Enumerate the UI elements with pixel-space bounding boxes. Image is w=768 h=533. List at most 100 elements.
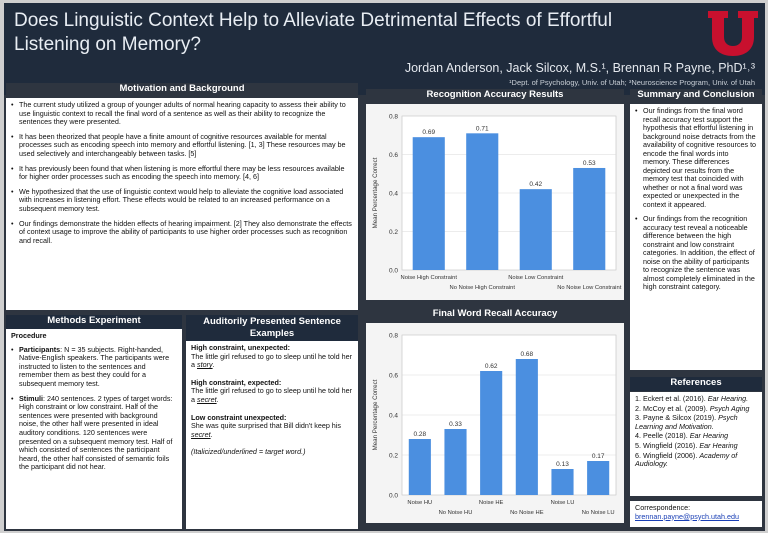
poster-title: Does Linguistic Context Help to Alleviat…	[14, 9, 694, 57]
y-tick-label: 0.4	[389, 413, 398, 420]
reference-item: 4. Peelle (2018). Ear Hearing	[635, 431, 729, 441]
authors: Jordan Anderson, Jack Silcox, M.S.¹, Bre…	[404, 61, 755, 75]
y-tick-label: 0.2	[389, 229, 398, 236]
methods-list: Participants: N = 35 subjects. Right-han…	[11, 344, 177, 472]
x-tick-label: No Noise HU	[439, 510, 473, 516]
title-line-2: Listening on Memory?	[14, 34, 201, 55]
motivation-item: It has been theorized that people have a…	[11, 132, 353, 159]
example-item: High constraint, expected: The little gir…	[191, 377, 353, 405]
bar	[444, 429, 467, 495]
bar	[519, 189, 552, 270]
examples-heading: Auditorily Presented Sentence Examples	[186, 315, 358, 341]
y-tick-label: 0.8	[389, 114, 398, 121]
motivation-list: The current study utilized a group of yo…	[11, 100, 353, 246]
x-tick-label: No Noise LU	[582, 510, 615, 516]
summary-heading: Summary and Conclusion	[630, 89, 762, 103]
motivation-heading: Motivation and Background	[6, 83, 358, 97]
correspondence-label: Correspondence:	[635, 503, 691, 512]
x-tick-label: No Noise High Constraint	[450, 285, 516, 291]
bar	[408, 439, 431, 495]
bar	[515, 359, 538, 495]
methods-panel: Procedure Participants: N = 35 subjects.…	[6, 329, 182, 529]
y-tick-label: 0.8	[389, 333, 398, 340]
y-tick-label: 0.2	[389, 453, 398, 460]
example-item: Low constraint unexpected: She was quite …	[191, 412, 353, 440]
examples-note: (Italicized/underlined = target word.)	[191, 447, 306, 457]
procedure-heading: Procedure	[11, 331, 47, 340]
example-text: She was quite surprised that Bill didn't…	[191, 421, 341, 439]
motivation-item: Our findings demonstrate the hidden effe…	[11, 219, 353, 246]
data-label: 0.17	[592, 453, 605, 460]
methods-item-participants: Participants: N = 35 subjects. Right-han…	[11, 344, 177, 389]
example-label: High constraint, expected:	[191, 377, 282, 387]
data-label: 0.42	[529, 181, 542, 188]
poster: Does Linguistic Context Help to Alleviat…	[4, 3, 765, 531]
y-tick-label: 0.6	[389, 373, 398, 380]
stimuli-text: : 240 sentences. 2 types of target words…	[19, 393, 173, 472]
reference-item: 1. Eckert et al. (2016). Ear Hearing.	[635, 394, 749, 403]
y-tick-label: 0.0	[389, 493, 398, 500]
correspondence-email-link[interactable]: brennan.payne@psych.utah.edu	[635, 511, 740, 521]
bar	[466, 133, 499, 270]
data-label: 0.28	[414, 431, 427, 438]
reference-item: 6. Wingfield (2006). Academy of Audiolog…	[635, 450, 738, 469]
summary-item: Our findings from the recognition accura…	[635, 214, 757, 292]
examples-list: High constraint, unexpected: The little g…	[191, 343, 353, 440]
recall-heading: Final Word Recall Accuracy	[366, 308, 624, 322]
data-label: 0.68	[521, 351, 534, 358]
data-label: 0.62	[485, 363, 498, 370]
motivation-panel: The current study utilized a group of yo…	[6, 98, 358, 310]
data-label: 0.71	[476, 125, 489, 132]
y-tick-label: 0.4	[389, 191, 398, 198]
data-label: 0.33	[449, 421, 462, 428]
target-word: secret	[191, 429, 211, 439]
data-label: 0.69	[422, 129, 435, 136]
x-tick-label: Noise Low Constraint	[508, 275, 563, 281]
recognition-chart: 0.0 0.2 0.4 0.6 0.8 Mean Percentage Correct 0.…	[366, 104, 624, 300]
participants-text: : N = 35 subjects. Right-handed, Native-…	[19, 344, 170, 388]
bar	[573, 167, 606, 270]
motivation-item: We hypothesized that the use of linguist…	[11, 187, 353, 214]
target-word: secret	[197, 394, 217, 404]
title-line-1: Does Linguistic Context Help to Alleviat…	[14, 10, 613, 31]
summary-list: Our findings from the final word recall …	[635, 106, 757, 292]
recognition-chart-svg: 0.0 0.2 0.4 0.6 0.8 Mean Percentage Correct 0.…	[372, 114, 622, 292]
recall-chart-svg: 0.0 0.2 0.4 0.6 0.8 Mean Percentage Correct 0.…	[372, 333, 617, 516]
data-label: 0.13	[556, 461, 569, 468]
x-tick-label: Noise High Constraint	[401, 275, 458, 281]
university-u-logo-icon	[708, 11, 758, 56]
bar	[587, 461, 610, 495]
y-axis-label: Mean Percentage Correct	[372, 379, 379, 450]
participants-label: Participants	[19, 344, 61, 354]
recognition-heading: Recognition Accuracy Results	[366, 89, 624, 103]
references-list: 1. Eckert et al. (2016). Ear Hearing. 2. …	[635, 394, 757, 469]
references-panel: 1. Eckert et al. (2016). Ear Hearing. 2. …	[630, 392, 762, 496]
references-heading: References	[630, 377, 762, 391]
y-tick-label: 0.0	[389, 268, 398, 275]
bar	[412, 137, 445, 270]
example-label: Low constraint unexpected:	[191, 412, 287, 422]
example-item: High constraint, unexpected: The little g…	[191, 343, 353, 370]
stimuli-label: Stimuli	[19, 393, 43, 403]
y-tick-label: 0.6	[389, 152, 398, 159]
example-text: The little girl refused to go to sleep u…	[191, 386, 353, 404]
x-tick-label: No Noise Low Constraint	[557, 285, 622, 291]
title-band	[4, 3, 765, 95]
affiliations: ¹Dept. of Psychology, Univ. of Utah; ³Ne…	[509, 78, 755, 87]
y-axis-label: Mean Percentage Correct	[372, 157, 379, 228]
bar	[551, 469, 574, 495]
motivation-item: It has previously been found that when l…	[11, 164, 353, 182]
x-tick-label: No Noise HE	[510, 510, 544, 516]
reference-item: 2. McCoy et al. (2009). Psych Aging	[635, 403, 750, 413]
recall-chart: 0.0 0.2 0.4 0.6 0.8 Mean Percentage Correct 0.…	[366, 323, 624, 523]
summary-panel: Our findings from the final word recall …	[630, 104, 762, 370]
motivation-item: The current study utilized a group of yo…	[11, 100, 353, 127]
x-tick-label: Noise HU	[407, 500, 432, 506]
x-tick-label: Noise LU	[551, 500, 575, 506]
correspondence-panel: Correspondence: brennan.payne@psych.utah…	[630, 501, 762, 527]
methods-item-stimuli: Stimuli: 240 sentences. 2 types of targe…	[11, 393, 177, 472]
example-label: High constraint, unexpected:	[191, 343, 291, 352]
target-word: story	[197, 360, 213, 370]
bar	[480, 371, 503, 495]
summary-item: Our findings from the final word recall …	[635, 106, 757, 209]
